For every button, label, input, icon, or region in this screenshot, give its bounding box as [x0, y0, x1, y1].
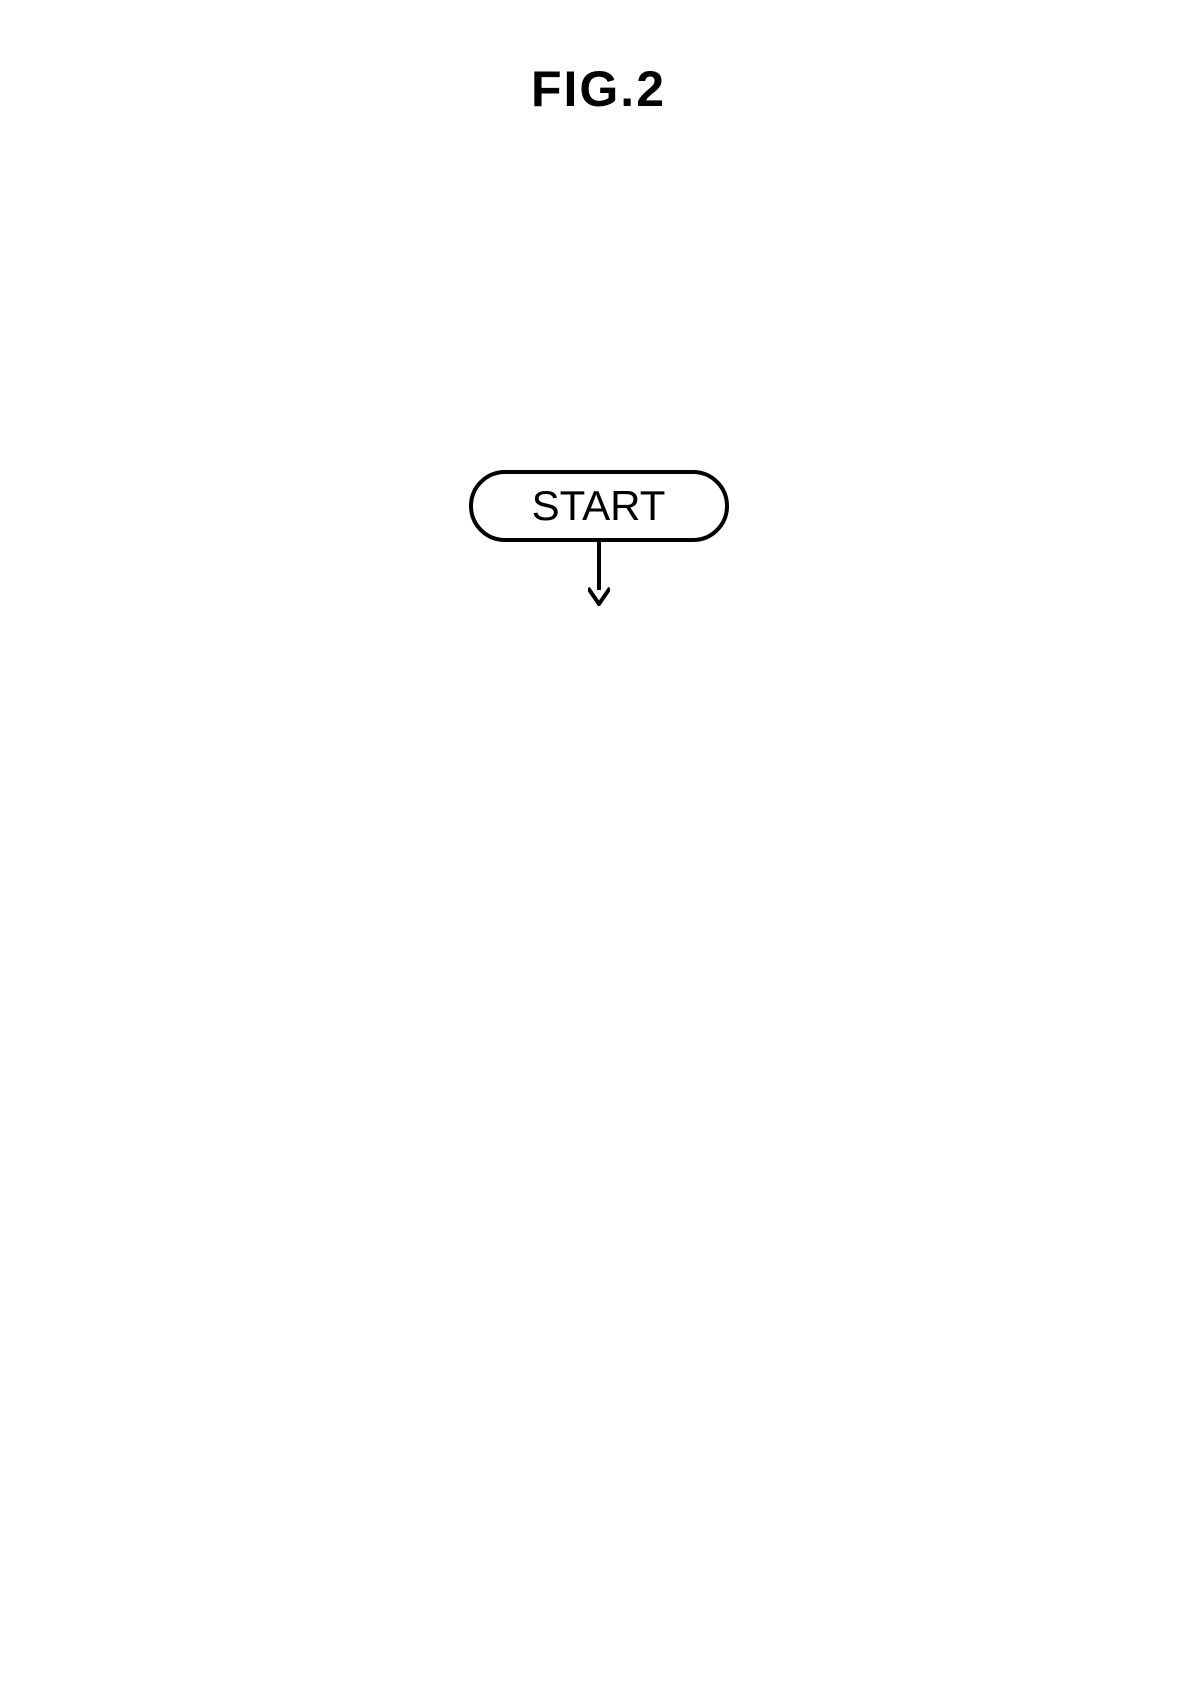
page: FIG.2 START [0, 0, 1197, 1688]
flowchart: START [0, 470, 1197, 606]
figure-title: FIG.2 [0, 60, 1197, 118]
arrow [588, 542, 610, 606]
terminal-start: START [469, 470, 729, 542]
arrow-down-icon [588, 542, 610, 606]
